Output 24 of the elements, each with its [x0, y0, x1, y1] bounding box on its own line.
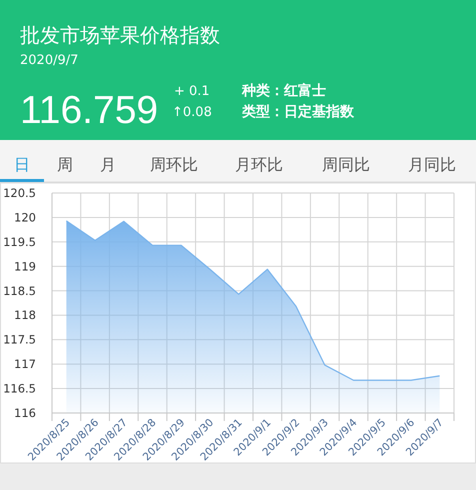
y-tick-label: 117 [14, 357, 36, 372]
y-tick-label: 120 [14, 210, 36, 224]
text: ↑0.08 [172, 105, 212, 120]
text: 月环比 [235, 155, 283, 174]
y-tick-label: 119.5 [3, 234, 36, 249]
text: + 0.1 [174, 84, 210, 99]
y-tick-label: 119 [14, 259, 36, 274]
text: 类型：日定基指数 [241, 103, 355, 120]
y-tick-label: 120.5 [3, 186, 36, 200]
text: 批发市场苹果价格指数 [20, 23, 220, 47]
text: 116.759 [20, 89, 158, 132]
text: 周 [57, 155, 73, 174]
text: 2020/9/7 [20, 53, 78, 68]
text: 周同比 [322, 155, 370, 174]
text: 日 [14, 155, 30, 174]
y-tick-label: 118 [14, 308, 36, 322]
text: 周环比 [150, 155, 198, 174]
y-tick-label: 116 [14, 406, 36, 420]
text: 种类：红富士 [241, 82, 326, 99]
y-tick-label: 117.5 [3, 332, 36, 347]
text: 月同比 [408, 155, 456, 174]
y-tick-label: 118.5 [3, 284, 36, 298]
y-tick-label: 116.5 [3, 382, 36, 396]
text: 月 [100, 155, 116, 174]
